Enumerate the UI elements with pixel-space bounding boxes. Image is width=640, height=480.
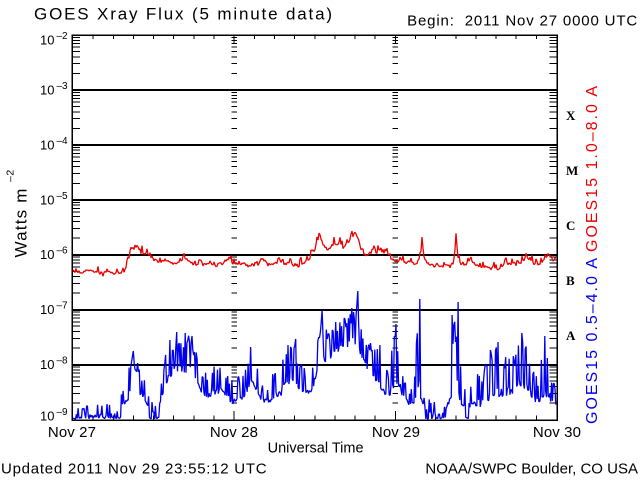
svg-text:10: 10 [40, 82, 54, 97]
svg-text:Nov 29: Nov 29 [372, 424, 420, 441]
svg-text:–6: –6 [57, 246, 69, 257]
svg-text:10: 10 [40, 302, 54, 317]
svg-text:A: A [566, 328, 576, 343]
svg-text:GOES15 1.0–8.0 A: GOES15 1.0–8.0 A [584, 84, 601, 252]
svg-text:10: 10 [40, 409, 54, 424]
svg-text:–2: –2 [57, 31, 69, 42]
svg-text:–2: –2 [5, 169, 17, 182]
svg-text:Begin: 2011 Nov 27 0000 UTC: Begin: 2011 Nov 27 0000 UTC [407, 13, 638, 30]
svg-text:Updated 2011 Nov 29 23:55:12 U: Updated 2011 Nov 29 23:55:12 UTC [1, 461, 267, 478]
svg-text:Nov 27: Nov 27 [48, 424, 96, 441]
svg-text:10: 10 [40, 137, 54, 152]
svg-text:–8: –8 [57, 356, 69, 367]
svg-text:10: 10 [40, 32, 54, 47]
svg-text:–7: –7 [57, 301, 69, 312]
svg-text:10: 10 [40, 247, 54, 262]
svg-text:Watts m: Watts m [12, 187, 31, 257]
svg-text:GOES15 0.5–4.0 A: GOES15 0.5–4.0 A [584, 256, 601, 424]
svg-text:–9: –9 [57, 407, 69, 418]
svg-text:C: C [566, 218, 575, 233]
svg-text:GOES Xray Flux (5 minute data): GOES Xray Flux (5 minute data) [34, 5, 334, 24]
svg-text:X: X [566, 108, 576, 123]
svg-text:10: 10 [40, 192, 54, 207]
svg-text:–5: –5 [57, 191, 69, 202]
svg-text:M: M [566, 163, 578, 178]
svg-text:Nov 28: Nov 28 [210, 424, 258, 441]
svg-text:Universal Time: Universal Time [268, 441, 364, 457]
svg-text:Nov 30: Nov 30 [533, 424, 581, 441]
svg-text:10: 10 [40, 357, 54, 372]
svg-text:–3: –3 [57, 81, 69, 92]
svg-text:NOAA/SWPC Boulder, CO USA: NOAA/SWPC Boulder, CO USA [425, 461, 638, 478]
svg-text:B: B [566, 273, 575, 288]
svg-text:–4: –4 [57, 136, 69, 147]
